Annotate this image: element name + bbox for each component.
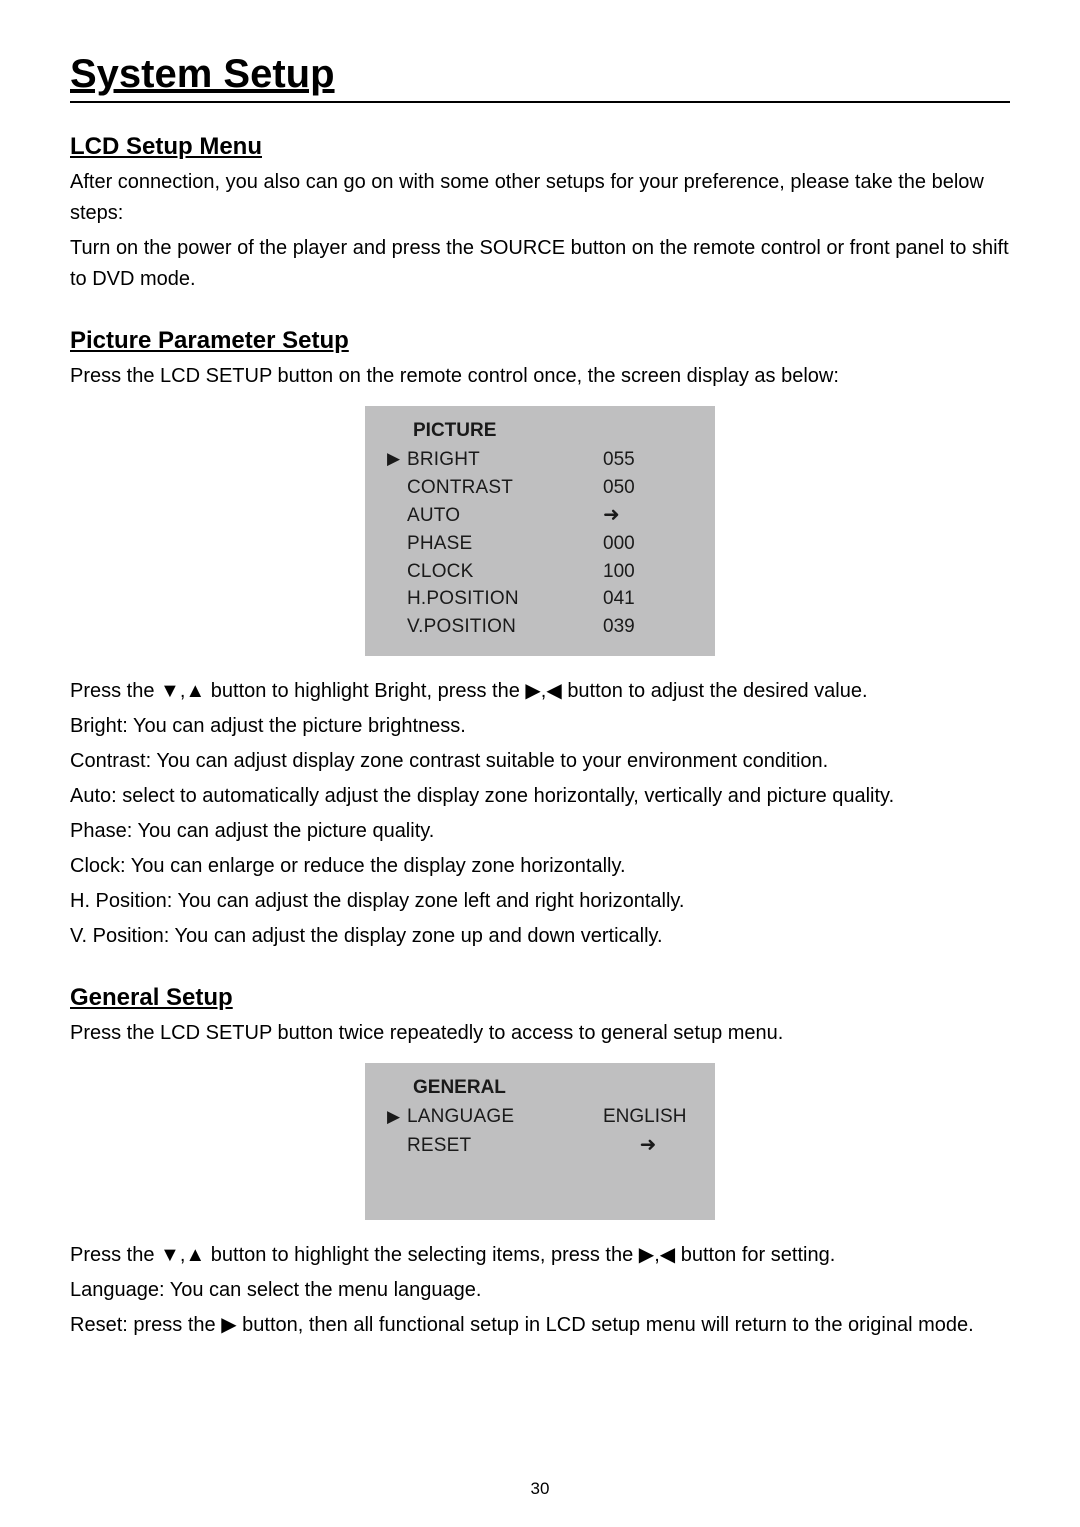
osd-label: RESET <box>405 1132 603 1160</box>
osd-row: PHASE000 <box>387 530 693 558</box>
desc-reset: Reset: press the ▶ button, then all func… <box>70 1310 1010 1341</box>
osd-row: ▶LANGUAGEENGLISH <box>387 1103 693 1131</box>
osd-label: LANGUAGE <box>405 1103 603 1131</box>
osd-value: 055 <box>603 446 693 474</box>
osd-row: H.POSITION041 <box>387 585 693 613</box>
desc-vpos: V. Position: You can adjust the display … <box>70 921 1010 952</box>
desc-bright: Bright: You can adjust the picture brigh… <box>70 711 1010 742</box>
down-icon: ▼ <box>160 1244 180 1266</box>
document-page: System Setup LCD Setup Menu After connec… <box>0 0 1080 1527</box>
desc-language: Language: You can select the menu langua… <box>70 1275 1010 1306</box>
desc-contrast: Contrast: You can adjust display zone co… <box>70 746 1010 777</box>
text: Press the <box>70 1244 160 1266</box>
section-lcd-setup: LCD Setup Menu After connection, you als… <box>70 133 1010 295</box>
cursor-icon: ▶ <box>387 447 405 472</box>
text: Reset: press the <box>70 1314 221 1336</box>
osd-row: ▶BRIGHT055 <box>387 446 693 474</box>
osd-label: PHASE <box>405 530 603 558</box>
cursor-icon: ▶ <box>387 1105 405 1130</box>
text: button for setting. <box>681 1244 836 1266</box>
osd-label: CLOCK <box>405 558 603 586</box>
osd-label: H.POSITION <box>405 585 603 613</box>
osd-value: 039 <box>603 613 693 641</box>
osd-label: V.POSITION <box>405 613 603 641</box>
osd-row: CLOCK100 <box>387 558 693 586</box>
up-icon: ▲ <box>185 1244 205 1266</box>
osd-row: CONTRAST050 <box>387 474 693 502</box>
osd-value: 041 <box>603 585 693 613</box>
osd-label: AUTO <box>405 502 603 530</box>
osd-value: 050 <box>603 474 693 502</box>
up-icon: ▲ <box>185 680 205 702</box>
down-icon: ▼ <box>160 680 180 702</box>
osd-general-title: GENERAL <box>413 1077 693 1099</box>
desc-hpos: H. Position: You can adjust the display … <box>70 886 1010 917</box>
text: Press the <box>70 680 160 702</box>
osd-label: BRIGHT <box>405 446 603 474</box>
text: button to highlight Bright, press the <box>211 680 526 702</box>
text: button to adjust the desired value. <box>567 680 867 702</box>
picture-press-line: Press the ▼,▲ button to highlight Bright… <box>70 676 1010 707</box>
section-picture-setup: Picture Parameter Setup Press the LCD SE… <box>70 327 1010 952</box>
page-title: System Setup <box>70 52 1010 101</box>
picture-intro: Press the LCD SETUP button on the remote… <box>70 361 1010 392</box>
osd-row: V.POSITION039 <box>387 613 693 641</box>
osd-label: CONTRAST <box>405 474 603 502</box>
text: button to highlight the selecting items,… <box>211 1244 639 1266</box>
osd-value: ➜ <box>603 1131 693 1160</box>
osd-picture: PICTURE ▶BRIGHT055 CONTRAST050 AUTO➜ PHA… <box>365 406 715 656</box>
osd-value: 000 <box>603 530 693 558</box>
osd-general: GENERAL ▶LANGUAGEENGLISH RESET➜ <box>365 1063 715 1220</box>
osd-value: 100 <box>603 558 693 586</box>
osd-value: ENGLISH <box>603 1103 693 1131</box>
right-icon: ▶ <box>525 680 540 702</box>
heading-picture: Picture Parameter Setup <box>70 327 1010 355</box>
general-intro: Press the LCD SETUP button twice repeate… <box>70 1018 1010 1049</box>
desc-phase: Phase: You can adjust the picture qualit… <box>70 816 1010 847</box>
osd-value: ➜ <box>603 501 693 530</box>
text: button, then all functional setup in LCD… <box>242 1314 974 1336</box>
left-icon: ◀ <box>660 1244 675 1266</box>
page-number: 30 <box>0 1479 1080 1499</box>
left-icon: ◀ <box>546 680 561 702</box>
general-press-line: Press the ▼,▲ button to highlight the se… <box>70 1240 1010 1271</box>
heading-general: General Setup <box>70 984 1010 1012</box>
heading-lcd: LCD Setup Menu <box>70 133 1010 161</box>
right-icon: ▶ <box>221 1314 236 1336</box>
section-general-setup: General Setup Press the LCD SETUP button… <box>70 984 1010 1341</box>
lcd-para-2: Turn on the power of the player and pres… <box>70 233 1010 295</box>
right-icon: ▶ <box>639 1244 654 1266</box>
lcd-para-1: After connection, you also can go on wit… <box>70 167 1010 229</box>
desc-clock: Clock: You can enlarge or reduce the dis… <box>70 851 1010 882</box>
osd-picture-title: PICTURE <box>413 420 693 442</box>
osd-row: AUTO➜ <box>387 501 693 530</box>
osd-row: RESET➜ <box>387 1131 693 1160</box>
desc-auto: Auto: select to automatically adjust the… <box>70 781 1010 812</box>
page-title-wrap: System Setup <box>70 52 1010 103</box>
